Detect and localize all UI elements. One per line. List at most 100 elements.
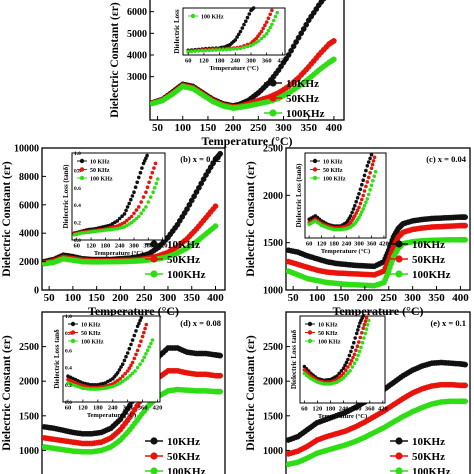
inset-data-point	[361, 314, 366, 318]
y-tick-label: 6000	[127, 7, 147, 18]
inset-data-point	[368, 188, 372, 192]
series-50KHz	[286, 381, 469, 457]
data-point-10KHz	[285, 52, 292, 58]
inset-x-axis-title: Temperature (°C)	[94, 250, 143, 257]
inset-data-point	[138, 362, 142, 367]
chart-panel-b: 50 100 150 200 250 300 350 40002000400060008000…	[1, 144, 226, 318]
inset-data-point	[357, 324, 361, 329]
inset-data-point	[368, 156, 372, 161]
data-point-10KHz	[127, 402, 133, 409]
inset-data-point	[370, 162, 375, 167]
inset-data-point	[129, 342, 133, 347]
inset-data-point	[358, 335, 363, 340]
y-tick-label: 0	[34, 286, 39, 297]
inset-data-point	[355, 344, 360, 349]
inset-data-point	[357, 192, 361, 196]
inset-data-point	[91, 383, 95, 387]
inset-data-point	[349, 358, 354, 363]
inset-x-tick-label: 60	[185, 58, 192, 65]
data-layer	[150, 0, 337, 111]
legend-label: 50KHz	[412, 254, 445, 266]
inset-data-point	[361, 326, 366, 331]
inset-legend-label: 10 KHz	[90, 160, 110, 166]
inset-data-point	[125, 218, 129, 223]
inset-data-point	[275, 10, 280, 15]
inset-data-point	[129, 363, 133, 368]
legend-label: 10KHz	[167, 436, 200, 448]
inset-x-tick-label: 180	[215, 58, 225, 65]
inset-data-point	[353, 214, 357, 218]
panel-label: (c) x = 0.04	[426, 154, 467, 164]
inset-data-point	[133, 369, 137, 373]
y-axis-title: Dielectric Constant (εr)	[245, 161, 257, 277]
inset-legend-label: 100 KHz	[81, 340, 104, 346]
inset-legend-label: 100 KHz	[318, 340, 341, 346]
inset-data-point	[138, 170, 143, 175]
inset-data-point	[373, 169, 378, 174]
inset-e: 60 120 180 240 300 360 420 Temperature (°C) Diel…	[290, 314, 388, 420]
inset-data-point	[127, 201, 131, 206]
legend-marker	[150, 240, 158, 248]
inset-data-point	[264, 20, 269, 24]
inset-data-point	[348, 362, 352, 366]
inset-data-point	[360, 197, 364, 202]
x-tick-label: 200	[225, 122, 242, 134]
inset-x-tick-label: 60	[306, 241, 313, 248]
inset-data-point	[346, 357, 350, 362]
data-point-100KHz	[331, 56, 337, 63]
legend-label: 100KHz	[412, 466, 451, 474]
panel-label: (d) x = 0.08	[180, 318, 221, 328]
x-tick-label: 50	[152, 122, 164, 134]
inset-data-point	[203, 48, 208, 53]
inset-x-tick-label: 120	[317, 241, 327, 248]
inset-data-point	[210, 48, 215, 52]
inset-data-point	[119, 365, 123, 369]
inset-data-point	[118, 377, 122, 381]
y-axis-title: Dielectric Constant (εr)	[109, 2, 121, 118]
data-point-10KHz	[300, 26, 307, 32]
inset-data-point	[359, 345, 363, 350]
inset-data-point	[137, 214, 141, 219]
inset-legend-label: 50 KHz	[90, 168, 110, 174]
inset-data-point	[240, 26, 245, 30]
inset-data-point	[127, 366, 132, 371]
inset-data-point	[145, 185, 150, 189]
inset-data-point	[354, 357, 359, 362]
inset-data-point	[268, 12, 273, 17]
y-tick-label: 4000	[19, 229, 39, 240]
inset-y-tick-label: 0.6	[74, 186, 81, 192]
inset-x-axis-title: Temperature (°C)	[209, 65, 258, 72]
inset-data-point	[143, 326, 147, 331]
inset-data-point	[238, 46, 243, 51]
inset-data-point	[135, 365, 140, 370]
inset-data-point	[257, 39, 261, 43]
inset-x-tick-label: 240	[230, 58, 240, 65]
y-tick-label: 5000	[127, 29, 147, 40]
inset-legend-label: 50 KHz	[81, 331, 101, 337]
inset-data-point	[343, 363, 347, 368]
inset-data-point	[93, 383, 98, 387]
inset-x-axis-title: Temperature (°C)	[87, 412, 136, 419]
legend-label: 10KHz	[286, 78, 319, 90]
inset-data-point	[357, 340, 361, 344]
x-tick-label: 300	[404, 292, 421, 304]
inset-data-point	[365, 322, 370, 327]
data-point-50KHz	[212, 203, 219, 210]
x-tick-label: 250	[136, 292, 153, 304]
x-tick-label: 150	[88, 292, 105, 304]
inset-data-point	[120, 362, 125, 367]
x-tick-label: 350	[300, 122, 317, 134]
inset-data-point	[371, 159, 376, 163]
inset-data-point	[132, 333, 137, 338]
inset-data-point	[148, 175, 153, 180]
inset-data-point	[372, 174, 377, 178]
plot-frame	[285, 311, 471, 474]
inset-x-tick-label: 300	[246, 58, 256, 65]
inset-data-point	[129, 220, 134, 225]
inset-data-point	[371, 179, 375, 183]
inset-data-point	[122, 358, 127, 363]
data-layer	[42, 345, 224, 455]
data-point-10KHz	[186, 201, 193, 208]
inset-data-point	[127, 346, 132, 351]
inset-data-point	[369, 183, 374, 188]
